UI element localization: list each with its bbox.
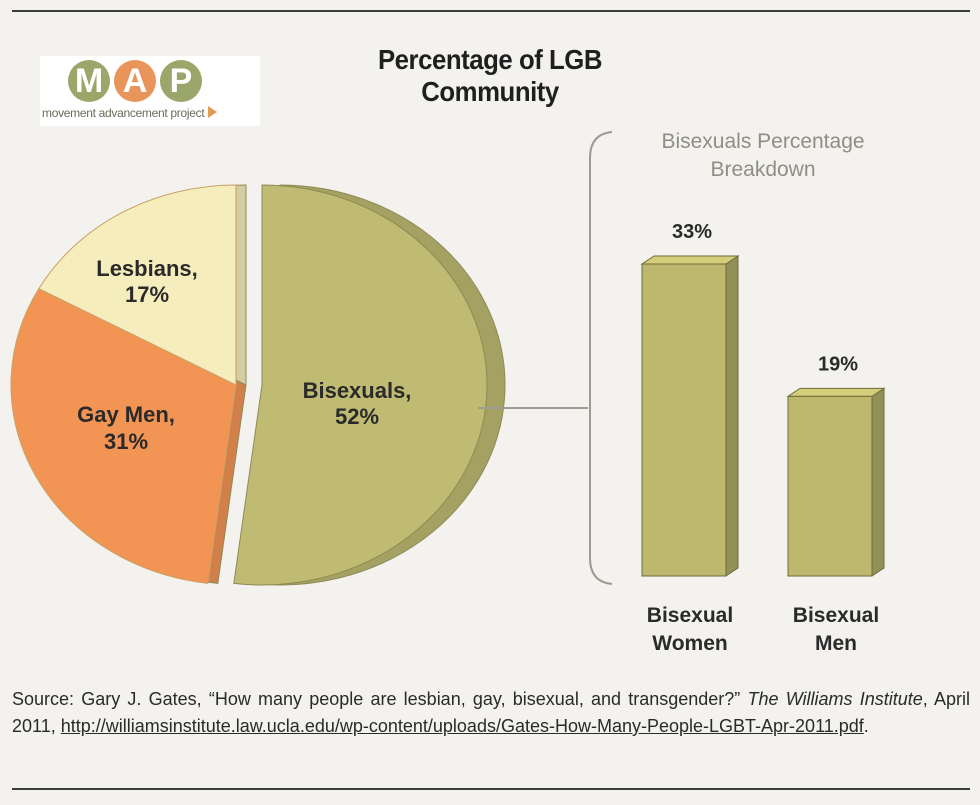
bars <box>640 255 886 577</box>
bar-side <box>871 387 885 577</box>
logo-letter-a: A <box>114 60 156 102</box>
bar-top <box>786 387 886 397</box>
pie-slice-lesbians <box>38 184 237 386</box>
bar-category-label: Men <box>815 632 857 655</box>
bar-side <box>725 255 739 577</box>
bar-chart-title-line2: Breakdown <box>710 158 815 181</box>
pie-label-lesbians: Lesbians, <box>96 256 197 281</box>
pie-slice-bisexuals <box>233 184 488 586</box>
pie-value-bisexuals: 52% <box>335 404 379 429</box>
logo-letter-m: M <box>68 60 110 102</box>
chart-title: Percentage of LGB Community <box>377 44 603 107</box>
logo-letter-p: P <box>160 60 202 102</box>
play-arrow-icon <box>208 106 218 118</box>
bar <box>641 263 727 577</box>
bar-data-label: 33% <box>672 221 712 243</box>
source-prefix: Source: Gary J. Gates, “How many people … <box>12 689 741 709</box>
bottom-rule <box>12 788 970 790</box>
bar-chart-title-line1: Bisexuals Percentage <box>661 130 864 153</box>
top-rule <box>12 10 970 12</box>
source-date: , April 2011, <box>12 689 970 736</box>
pie-faces <box>10 184 488 586</box>
pie-label-gay-men: Gay Men, <box>77 402 175 427</box>
bar-category-label: Women <box>652 632 727 655</box>
bar-category-label: Bisexual <box>647 604 733 627</box>
source-link[interactable]: http://williamsinstitute.law.ucla.edu/wp… <box>60 716 864 736</box>
bar-category-label: Bisexual <box>793 604 879 627</box>
bracket <box>589 131 613 585</box>
source-citation: Source: Gary J. Gates, “How many people … <box>12 686 970 740</box>
bar-data-label: 19% <box>818 353 858 375</box>
source-institute: The Williams Institute <box>747 689 923 709</box>
pie-value-lesbians: 17% <box>125 282 169 307</box>
source-suffix: . <box>863 716 869 736</box>
pie-value-gay-men: 31% <box>104 429 148 454</box>
logo-tagline: movement advancement project <box>42 106 218 120</box>
map-logo: M A P movement advancement project <box>40 56 260 126</box>
pie-slice-gay-men <box>10 288 237 584</box>
pie-label-bisexuals: Bisexuals, <box>303 378 412 403</box>
bar-top <box>640 255 740 265</box>
logo-tagline-text: movement advancement project <box>42 106 205 120</box>
bar <box>787 395 873 577</box>
